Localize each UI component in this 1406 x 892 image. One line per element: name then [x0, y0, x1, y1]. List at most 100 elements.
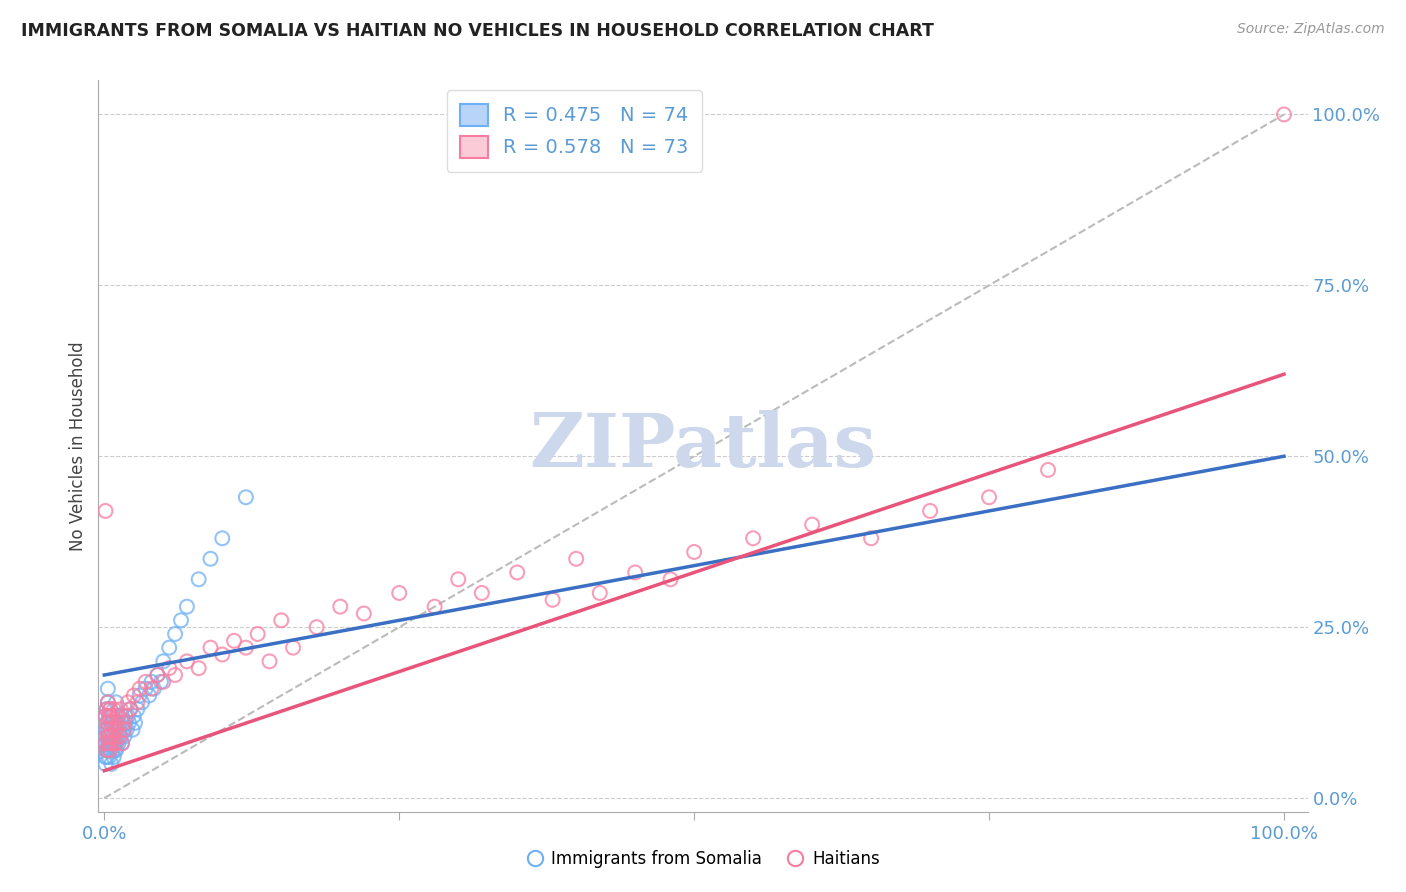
Point	[98, 730, 121, 744]
Point	[118, 715, 141, 730]
Point	[117, 695, 139, 709]
Point	[94, 736, 117, 750]
Point	[222, 633, 245, 648]
Point	[170, 613, 193, 627]
Point	[97, 730, 120, 744]
Point	[388, 586, 411, 600]
Point	[97, 681, 120, 696]
Point	[94, 709, 117, 723]
Point	[107, 715, 129, 730]
Point	[105, 730, 128, 744]
Point	[108, 723, 131, 737]
Point	[104, 743, 127, 757]
Point	[683, 545, 706, 559]
Point	[329, 599, 352, 614]
Point	[101, 730, 124, 744]
Point	[152, 654, 174, 668]
Point	[108, 730, 131, 744]
Point	[127, 702, 149, 716]
Point	[104, 723, 127, 737]
Point	[152, 674, 174, 689]
Point	[165, 668, 187, 682]
Point	[103, 715, 125, 730]
Point	[115, 723, 138, 737]
Point	[447, 572, 470, 586]
Point	[98, 743, 121, 757]
Point	[94, 756, 117, 771]
Point	[100, 709, 122, 723]
Point	[122, 689, 145, 703]
Point	[270, 613, 292, 627]
Legend: Immigrants from Somalia, Haitians: Immigrants from Somalia, Haitians	[520, 844, 886, 875]
Point	[146, 668, 169, 682]
Point	[211, 648, 233, 662]
Point	[659, 572, 682, 586]
Point	[101, 709, 124, 723]
Point	[101, 743, 124, 757]
Point	[157, 661, 180, 675]
Point	[97, 715, 120, 730]
Point	[281, 640, 304, 655]
Point	[97, 736, 120, 750]
Point	[157, 640, 180, 655]
Point	[111, 709, 134, 723]
Point	[98, 736, 121, 750]
Point	[128, 689, 150, 703]
Point	[94, 709, 117, 723]
Point	[98, 702, 121, 716]
Point	[200, 640, 222, 655]
Point	[165, 627, 187, 641]
Point	[101, 715, 124, 730]
Point	[105, 736, 128, 750]
Point	[97, 723, 120, 737]
Point	[624, 566, 647, 580]
Point	[801, 517, 824, 532]
Legend: R = 0.475   N = 74, R = 0.578   N = 73: R = 0.475 N = 74, R = 0.578 N = 73	[447, 90, 702, 172]
Point	[98, 730, 121, 744]
Point	[1036, 463, 1059, 477]
Point	[121, 723, 143, 737]
Point	[117, 709, 139, 723]
Point	[94, 504, 117, 518]
Point	[211, 531, 233, 545]
Point	[135, 681, 157, 696]
Point	[114, 715, 136, 730]
Point	[105, 736, 128, 750]
Point	[96, 723, 118, 737]
Point	[860, 531, 883, 545]
Point	[98, 750, 121, 764]
Point	[142, 681, 165, 696]
Point	[565, 551, 588, 566]
Point	[353, 607, 375, 621]
Point	[111, 736, 134, 750]
Point	[127, 695, 149, 709]
Point	[112, 715, 135, 730]
Point	[235, 490, 257, 504]
Point	[200, 551, 222, 566]
Point	[138, 689, 160, 703]
Point	[120, 702, 142, 716]
Point	[94, 723, 117, 737]
Point	[1272, 107, 1295, 121]
Point	[96, 730, 118, 744]
Point	[105, 715, 128, 730]
Point	[104, 736, 127, 750]
Point	[103, 730, 125, 744]
Y-axis label: No Vehicles in Household: No Vehicles in Household	[69, 341, 87, 551]
Point	[977, 490, 1000, 504]
Point	[98, 723, 121, 737]
Text: Source: ZipAtlas.com: Source: ZipAtlas.com	[1237, 22, 1385, 37]
Point	[541, 592, 564, 607]
Point	[112, 730, 135, 744]
Point	[98, 743, 121, 757]
Text: ZIPatlas: ZIPatlas	[530, 409, 876, 483]
Point	[471, 586, 494, 600]
Point	[305, 620, 328, 634]
Point	[107, 709, 129, 723]
Point	[103, 750, 125, 764]
Point	[105, 723, 128, 737]
Point	[128, 681, 150, 696]
Point	[110, 730, 132, 744]
Point	[149, 674, 172, 689]
Point	[104, 723, 127, 737]
